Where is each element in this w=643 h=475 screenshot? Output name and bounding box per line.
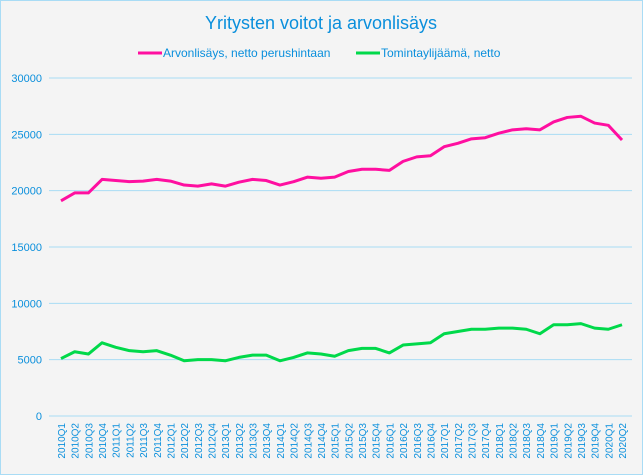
x-tick-label: 2015Q3 — [358, 423, 369, 459]
x-tick-label: 2017Q2 — [454, 423, 465, 459]
y-tick-label: 10000 — [11, 298, 42, 310]
x-tick-label: 2016Q2 — [399, 423, 410, 459]
x-tick-label: 2018Q2 — [509, 423, 520, 459]
series-line-0 — [60, 114, 624, 203]
x-tick-label: 2019Q3 — [577, 423, 588, 459]
x-tick-label: 2010Q2 — [71, 423, 82, 459]
x-tick-label: 2018Q4 — [536, 423, 547, 459]
legend-label: Arvonlisäys, netto perushintaan — [163, 46, 330, 60]
x-tick-label: 2016Q4 — [426, 423, 437, 459]
x-tick-label: 2016Q3 — [413, 423, 424, 459]
x-tick-label: 2013Q1 — [221, 423, 232, 459]
x-tick-label: 2018Q3 — [522, 423, 533, 459]
x-tick-label: 2013Q2 — [235, 423, 246, 459]
y-tick-label: 20000 — [11, 186, 42, 198]
x-tick-label: 2014Q4 — [317, 423, 328, 459]
y-axis-ticks: 0 5000 10000 15000 20000 25000 30000 — [11, 73, 42, 423]
x-tick-label: 2019Q4 — [591, 423, 602, 459]
x-tick-label: 2020Q1 — [604, 423, 615, 459]
x-tick-label: 2013Q3 — [249, 423, 260, 459]
x-tick-label: 2010Q1 — [57, 423, 68, 459]
x-tick-label: 2011Q3 — [139, 423, 150, 458]
x-tick-label: 2017Q4 — [481, 423, 492, 459]
x-tick-label: 2012Q4 — [208, 423, 219, 459]
x-tick-label: 2015Q4 — [372, 423, 383, 459]
x-tick-label: 2012Q2 — [180, 423, 191, 459]
x-tick-label: 2011Q1 — [112, 423, 123, 458]
x-tick-label: 2017Q1 — [440, 423, 451, 459]
y-tick-label: 15000 — [11, 242, 42, 254]
x-tick-label: 2011Q4 — [153, 423, 164, 458]
x-tick-label: 2012Q3 — [194, 423, 205, 459]
x-tick-label: 2013Q4 — [262, 423, 273, 459]
y-tick-label: 25000 — [11, 129, 42, 141]
x-tick-label: 2012Q1 — [166, 423, 177, 459]
chart-title: Yritysten voitot ja arvonlisäys — [205, 13, 437, 33]
x-tick-label: 2015Q1 — [331, 423, 342, 459]
x-axis-ticks: 2010Q1 2010Q2 2010Q3 2010Q4 2011Q1 2011Q2 2011… — [57, 423, 629, 459]
x-tick-label: 2010Q4 — [98, 423, 109, 459]
x-tick-label: 2015Q2 — [344, 423, 355, 459]
gridlines — [49, 77, 632, 417]
x-tick-label: 2020Q2 — [618, 423, 629, 459]
x-tick-label: 2014Q1 — [276, 423, 287, 459]
x-tick-label: 2011Q2 — [125, 423, 136, 458]
x-tick-label: 2017Q3 — [467, 423, 478, 459]
x-tick-label: 2010Q3 — [84, 423, 95, 459]
y-tick-label: 5000 — [18, 355, 42, 367]
y-tick-label: 0 — [36, 411, 42, 423]
x-tick-label: 2016Q1 — [385, 423, 396, 459]
x-tick-label: 2018Q1 — [495, 423, 506, 459]
legend-label: Tomintaylijäämä, netto — [381, 46, 501, 60]
x-tick-label: 2019Q2 — [563, 423, 574, 459]
x-tick-label: 2019Q1 — [550, 423, 561, 459]
series-line-1 — [60, 322, 623, 363]
y-tick-label: 30000 — [11, 73, 42, 85]
legend: Arvonlisäys, netto perushintaan Tomintayl… — [138, 46, 501, 60]
series-lines — [60, 114, 624, 363]
x-tick-label: 2014Q3 — [303, 423, 314, 459]
x-tick-label: 2014Q2 — [290, 423, 301, 459]
